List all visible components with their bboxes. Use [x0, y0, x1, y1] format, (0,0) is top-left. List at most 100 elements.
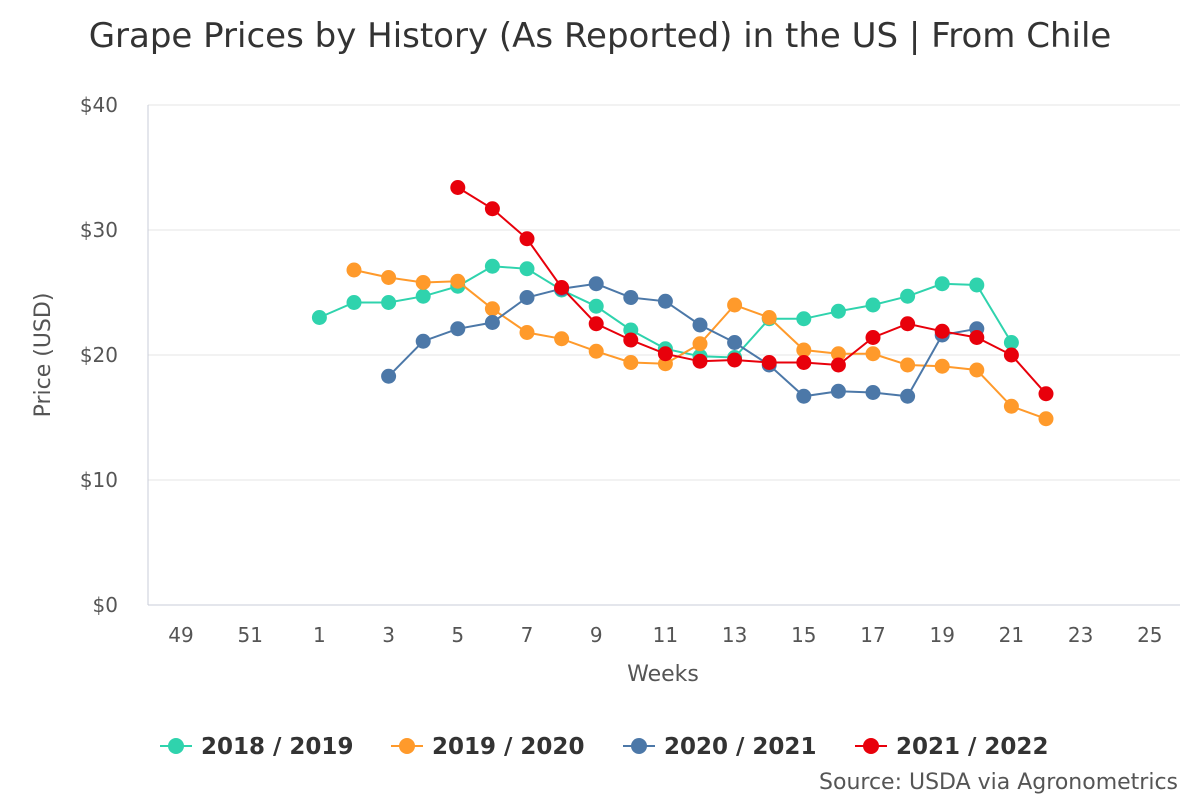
x-tick-label: 11	[653, 623, 678, 647]
y-axis-title: Price (USD)	[31, 293, 56, 418]
data-point[interactable]	[623, 332, 639, 348]
data-point[interactable]	[484, 315, 500, 330]
data-point[interactable]	[934, 276, 950, 292]
data-point[interactable]	[381, 270, 397, 285]
legend-item[interactable]: 2018 / 2019	[160, 734, 353, 760]
data-point[interactable]	[1038, 411, 1054, 427]
data-point[interactable]	[588, 298, 604, 314]
data-point[interactable]	[900, 388, 916, 404]
series-layer	[311, 180, 1054, 427]
data-point[interactable]	[484, 301, 500, 317]
y-axis: $0 $10 $20 $30 $40	[80, 93, 118, 617]
series-2	[381, 276, 985, 404]
legend-item[interactable]: 2021 / 2022	[855, 734, 1048, 760]
data-point[interactable]	[727, 352, 743, 368]
data-point[interactable]	[969, 330, 985, 345]
data-point[interactable]	[311, 310, 327, 325]
legend-label: 2020 / 2021	[664, 734, 816, 760]
legend-item[interactable]: 2020 / 2021	[623, 734, 816, 760]
data-point[interactable]	[554, 331, 570, 347]
x-axis-title: Weeks	[627, 662, 699, 687]
data-point[interactable]	[346, 262, 362, 278]
data-point[interactable]	[450, 321, 466, 337]
legend-item[interactable]: 2019 / 2020	[391, 734, 584, 760]
data-point[interactable]	[761, 310, 777, 325]
data-point[interactable]	[830, 303, 846, 319]
data-point[interactable]	[1038, 386, 1054, 402]
y-tick-label: $40	[80, 93, 118, 117]
data-point[interactable]	[727, 335, 743, 350]
data-point[interactable]	[865, 385, 881, 400]
x-tick-label: 1	[313, 623, 326, 647]
data-point[interactable]	[934, 358, 950, 374]
data-point[interactable]	[1003, 335, 1019, 350]
data-point[interactable]	[900, 288, 916, 304]
data-point[interactable]	[969, 362, 985, 378]
data-point[interactable]	[450, 180, 466, 195]
data-point[interactable]	[692, 317, 708, 333]
x-tick-label: 51	[237, 623, 262, 647]
data-point[interactable]	[484, 201, 500, 217]
data-point[interactable]	[796, 311, 812, 327]
data-point[interactable]	[692, 336, 708, 352]
legend-label: 2018 / 2019	[201, 734, 353, 760]
data-point[interactable]	[796, 342, 812, 358]
data-point[interactable]	[900, 357, 916, 373]
data-point[interactable]	[1003, 398, 1019, 414]
data-point[interactable]	[657, 293, 673, 309]
data-point[interactable]	[796, 388, 812, 404]
data-point[interactable]	[727, 297, 743, 313]
x-tick-label: 13	[722, 623, 747, 647]
x-tick-label: 17	[860, 623, 885, 647]
data-point[interactable]	[381, 295, 397, 310]
series-3	[450, 180, 1054, 402]
data-point[interactable]	[865, 330, 881, 345]
x-tick-label: 15	[791, 623, 816, 647]
data-point[interactable]	[623, 355, 639, 370]
data-point[interactable]	[796, 355, 812, 370]
data-point[interactable]	[415, 288, 431, 304]
data-point[interactable]	[588, 276, 604, 292]
data-point[interactable]	[830, 346, 846, 362]
data-point[interactable]	[657, 346, 673, 362]
data-point[interactable]	[934, 323, 950, 339]
legend-label: 2019 / 2020	[432, 734, 584, 760]
data-point[interactable]	[830, 357, 846, 373]
data-point[interactable]	[692, 353, 708, 369]
data-point[interactable]	[519, 261, 535, 277]
legend-marker	[863, 738, 879, 754]
data-point[interactable]	[588, 343, 604, 359]
data-point[interactable]	[519, 231, 535, 247]
data-point[interactable]	[415, 333, 431, 349]
x-axis: 49 51 1 3 5 7 9 11 13 15 17 19 21 23 25	[168, 623, 1162, 647]
x-tick-label: 21	[999, 623, 1024, 647]
data-point[interactable]	[346, 295, 362, 310]
data-point[interactable]	[484, 258, 500, 274]
data-point[interactable]	[381, 368, 397, 384]
x-tick-label: 25	[1137, 623, 1162, 647]
source-note: Source: USDA via Agronometrics	[819, 770, 1178, 795]
x-tick-label: 5	[451, 623, 464, 647]
data-point[interactable]	[830, 383, 846, 399]
data-point[interactable]	[554, 280, 570, 295]
data-point[interactable]	[588, 316, 604, 332]
data-point[interactable]	[519, 290, 535, 305]
y-tick-label: $20	[80, 343, 118, 367]
x-tick-label: 19	[929, 623, 954, 647]
data-point[interactable]	[450, 273, 466, 289]
legend[interactable]: 2018 / 2019 2019 / 2020 2020 / 2021 2021 / …	[160, 734, 1048, 760]
data-point[interactable]	[761, 355, 777, 370]
data-point[interactable]	[1003, 347, 1019, 363]
data-point[interactable]	[865, 297, 881, 313]
data-point[interactable]	[900, 316, 916, 332]
x-tick-label: 3	[382, 623, 395, 647]
y-tick-label: $30	[80, 218, 118, 242]
data-point[interactable]	[415, 275, 431, 290]
data-point[interactable]	[865, 346, 881, 362]
legend-label: 2021 / 2022	[896, 734, 1048, 760]
data-point[interactable]	[519, 325, 535, 340]
data-point[interactable]	[969, 277, 985, 293]
chart-title: Grape Prices by History (As Reported) in…	[89, 16, 1112, 56]
data-point[interactable]	[623, 290, 639, 305]
